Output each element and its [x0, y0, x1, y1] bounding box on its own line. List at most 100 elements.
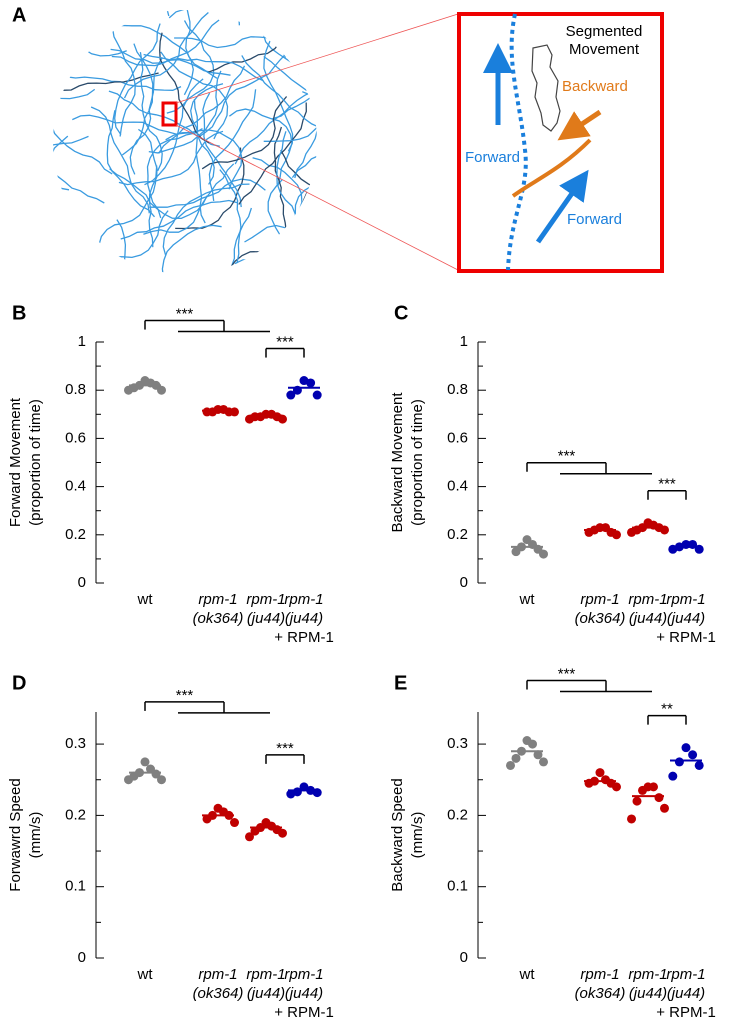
track: [263, 33, 294, 152]
significance: ***: [558, 448, 576, 465]
data-point: [506, 760, 515, 770]
segmented-worm: [531, 44, 561, 132]
y-axis-label: Forward Movement: [7, 397, 24, 527]
y-tick-label: 0: [78, 949, 86, 966]
track: [57, 75, 182, 91]
data-point: [688, 750, 698, 760]
data-point: [627, 527, 636, 537]
x-tick-label: rpm-1: [198, 591, 237, 608]
data-point: [286, 789, 296, 799]
y-axis-label: Backward Speed: [389, 778, 406, 891]
x-tick-label: rpm-1: [628, 966, 667, 983]
y-axis-label: (proportion of time): [409, 399, 426, 526]
track: [139, 51, 163, 172]
data-point: [278, 414, 287, 424]
x-tick-label: rpm-1: [666, 591, 705, 608]
track: [280, 149, 317, 226]
y-axis-label: Backward Movement: [389, 392, 406, 533]
data-point: [140, 757, 150, 767]
data-point: [312, 788, 322, 798]
data-point: [668, 771, 678, 781]
y-tick-label: 0.2: [65, 806, 86, 823]
x-tick-label: (ok364): [575, 985, 626, 1002]
data-point: [627, 814, 636, 824]
data-point: [539, 757, 548, 767]
x-tick-label: + RPM-1: [656, 1004, 716, 1021]
track: [146, 128, 203, 219]
track: [190, 83, 224, 185]
track: [307, 152, 317, 268]
track: [129, 57, 163, 175]
track: [263, 52, 317, 94]
data-point: [124, 385, 133, 395]
inset-title: Movement: [569, 41, 640, 58]
x-tick-label: rpm-1: [198, 966, 237, 983]
x-tick-label: rpm-1: [284, 591, 323, 608]
x-tick-label: (ok364): [193, 610, 244, 627]
y-tick-label: 0: [460, 949, 468, 966]
data-point: [202, 407, 212, 417]
track: [118, 130, 224, 186]
track: [306, 51, 317, 89]
track: [168, 10, 286, 19]
track: [193, 98, 206, 224]
x-tick-label: rpm-1: [666, 966, 705, 983]
data-point: [250, 826, 260, 836]
zoom-line: [175, 13, 459, 104]
track: [175, 147, 245, 230]
x-tick-label: (ju44): [667, 610, 705, 627]
track: [258, 10, 290, 19]
track: [174, 36, 287, 58]
track: [53, 88, 96, 121]
data-point: [528, 739, 537, 749]
track: [148, 70, 222, 154]
track: [272, 92, 317, 120]
y-tick-label: 0: [460, 574, 468, 591]
track: [53, 154, 105, 204]
x-tick-label: (ju44): [629, 985, 667, 1002]
y-tick-label: 0.2: [65, 526, 86, 543]
significance: **: [661, 701, 673, 718]
track: [87, 165, 158, 260]
data-point: [694, 760, 704, 770]
x-tick-label: (ju44): [247, 610, 285, 627]
panel-label: B: [12, 302, 26, 324]
x-tick-label: rpm-1: [580, 966, 619, 983]
y-axis-label: (proportion of time): [27, 399, 44, 526]
data-point: [511, 547, 521, 557]
data-point: [533, 750, 543, 760]
y-tick-label: 0.1: [447, 878, 468, 895]
track: [143, 53, 264, 82]
x-tick-label: + RPM-1: [656, 629, 716, 646]
track: [53, 135, 69, 171]
y-tick-label: 0.4: [447, 478, 468, 495]
significance: ***: [558, 665, 576, 682]
track: [162, 183, 250, 256]
track: [208, 89, 257, 201]
track: [298, 73, 317, 151]
track: [70, 210, 169, 270]
panel-label: E: [394, 672, 407, 694]
x-tick-label: (ju44): [285, 985, 323, 1002]
y-tick-label: 0.3: [65, 735, 86, 752]
track: [197, 53, 287, 139]
x-tick-label: rpm-1: [580, 591, 619, 608]
track: [113, 24, 194, 96]
inset-title: Segmented: [566, 23, 643, 40]
y-tick-label: 1: [460, 333, 468, 350]
track: [114, 23, 161, 136]
zoom-box: [161, 101, 178, 127]
track: [138, 128, 158, 248]
track: [143, 163, 235, 235]
track: [247, 10, 317, 19]
data-point: [202, 814, 212, 824]
significance: ***: [276, 334, 294, 351]
y-tick-label: 0.1: [65, 878, 86, 895]
y-axis-label: (mm/s): [27, 812, 44, 859]
data-point: [124, 775, 133, 785]
track: [87, 219, 127, 274]
x-tick-label: (ju44): [247, 985, 285, 1002]
y-tick-label: 0.2: [447, 526, 468, 543]
track: [166, 20, 215, 114]
data-point: [612, 782, 621, 792]
